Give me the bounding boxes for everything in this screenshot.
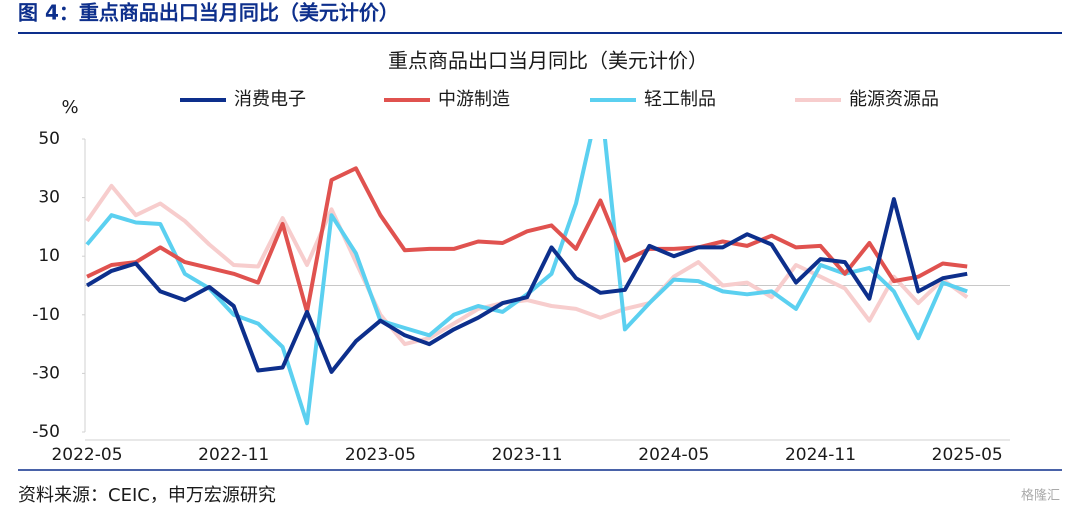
y-tick-label: 10 <box>38 246 60 266</box>
source-note: 资料来源：CEIC，申万宏源研究 <box>18 485 276 506</box>
x-tick-label: 2023-05 <box>345 445 416 465</box>
legend-label: 消费电子 <box>234 89 306 110</box>
y-axis-label: % <box>61 97 78 118</box>
x-tick-label: 2024-05 <box>638 445 709 465</box>
series-line <box>86 166 968 314</box>
legend-label: 能源资源品 <box>849 89 939 110</box>
y-tick-label: -10 <box>32 305 60 325</box>
x-tick-label: 2022-05 <box>51 445 122 465</box>
x-tick-label: 2024-11 <box>785 445 856 465</box>
series-line <box>85 197 968 374</box>
watermark: 格隆汇 <box>1021 488 1060 504</box>
series-line <box>85 183 969 347</box>
x-tick-label: 2025-05 <box>932 445 1003 465</box>
y-tick-label: -30 <box>32 363 60 383</box>
y-tick-label: -50 <box>32 422 60 442</box>
y-tick-label: 50 <box>38 129 60 149</box>
chart-title: 重点商品出口当月同比（美元计价） <box>388 49 708 73</box>
plot-area <box>85 139 969 426</box>
x-tick-label: 2023-11 <box>492 445 563 465</box>
x-tick-label: 2022-11 <box>198 445 269 465</box>
page-title: 图 4：重点商品出口当月同比（美元计价） <box>18 1 399 25</box>
legend-label: 轻工制品 <box>644 89 716 110</box>
y-tick-label: 30 <box>38 188 60 208</box>
legend-label: 中游制造 <box>438 89 510 110</box>
